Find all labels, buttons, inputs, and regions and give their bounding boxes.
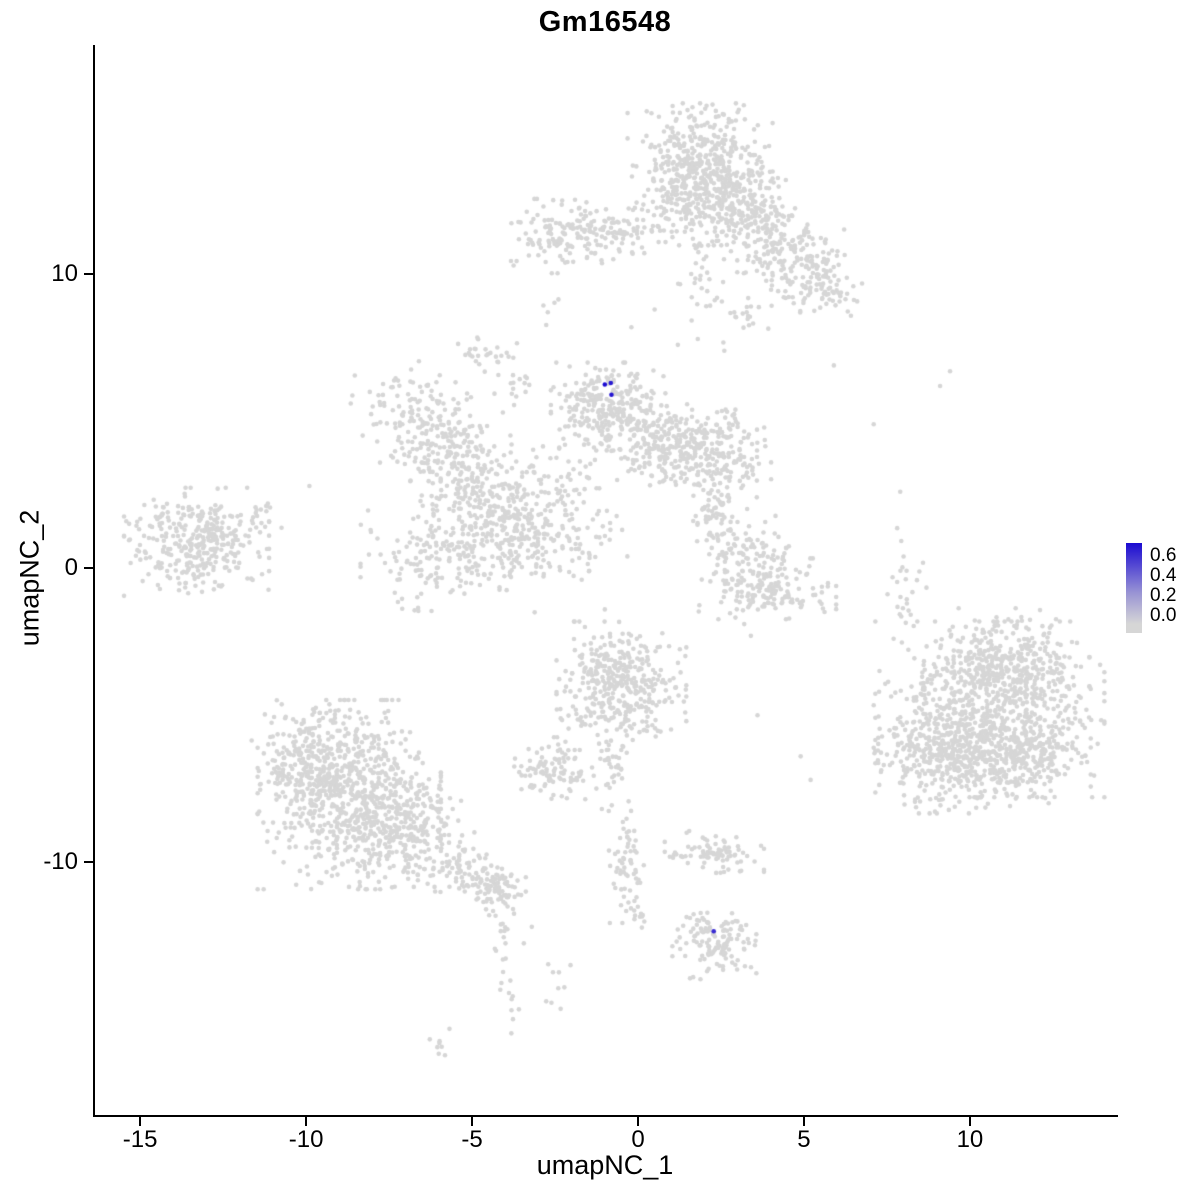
x-axis-line (93, 1115, 1118, 1117)
y-tick-label: 0 (64, 554, 78, 582)
y-tick-label: 10 (51, 260, 78, 288)
legend-tick-label: 0.2 (1150, 585, 1177, 606)
scatter-plot-canvas (95, 45, 1115, 1115)
x-tick-mark (471, 1117, 474, 1126)
x-tick-mark (139, 1117, 142, 1126)
colorbar-gradient (1126, 543, 1142, 633)
y-tick-mark (84, 567, 93, 570)
x-tick-label: 0 (631, 1126, 645, 1153)
x-axis-title: umapNC_1 (536, 1150, 674, 1180)
chart-title: Gm16548 (538, 6, 672, 38)
y-axis-title: umapNC_2 (14, 509, 45, 647)
y-axis-line (93, 45, 95, 1117)
legend-tick-label: 0.4 (1150, 565, 1177, 586)
x-tick-label: -10 (288, 1126, 324, 1153)
y-tick-mark (84, 273, 93, 276)
x-tick-mark (305, 1117, 308, 1126)
x-tick-mark (637, 1117, 640, 1126)
x-tick-label: 10 (956, 1126, 984, 1153)
y-tick-label: -10 (43, 848, 78, 876)
legend-tick-label: 0.6 (1150, 545, 1177, 566)
x-tick-mark (968, 1117, 971, 1126)
colorbar-legend: 0.6 0.4 0.2 0.0 (1126, 540, 1200, 640)
legend-tick-label: 0.0 (1150, 605, 1177, 626)
x-tick-mark (802, 1117, 805, 1126)
x-tick-label: -15 (122, 1126, 158, 1153)
y-tick-mark (84, 861, 93, 864)
x-tick-label: 5 (797, 1126, 811, 1153)
x-tick-label: -5 (461, 1126, 483, 1153)
